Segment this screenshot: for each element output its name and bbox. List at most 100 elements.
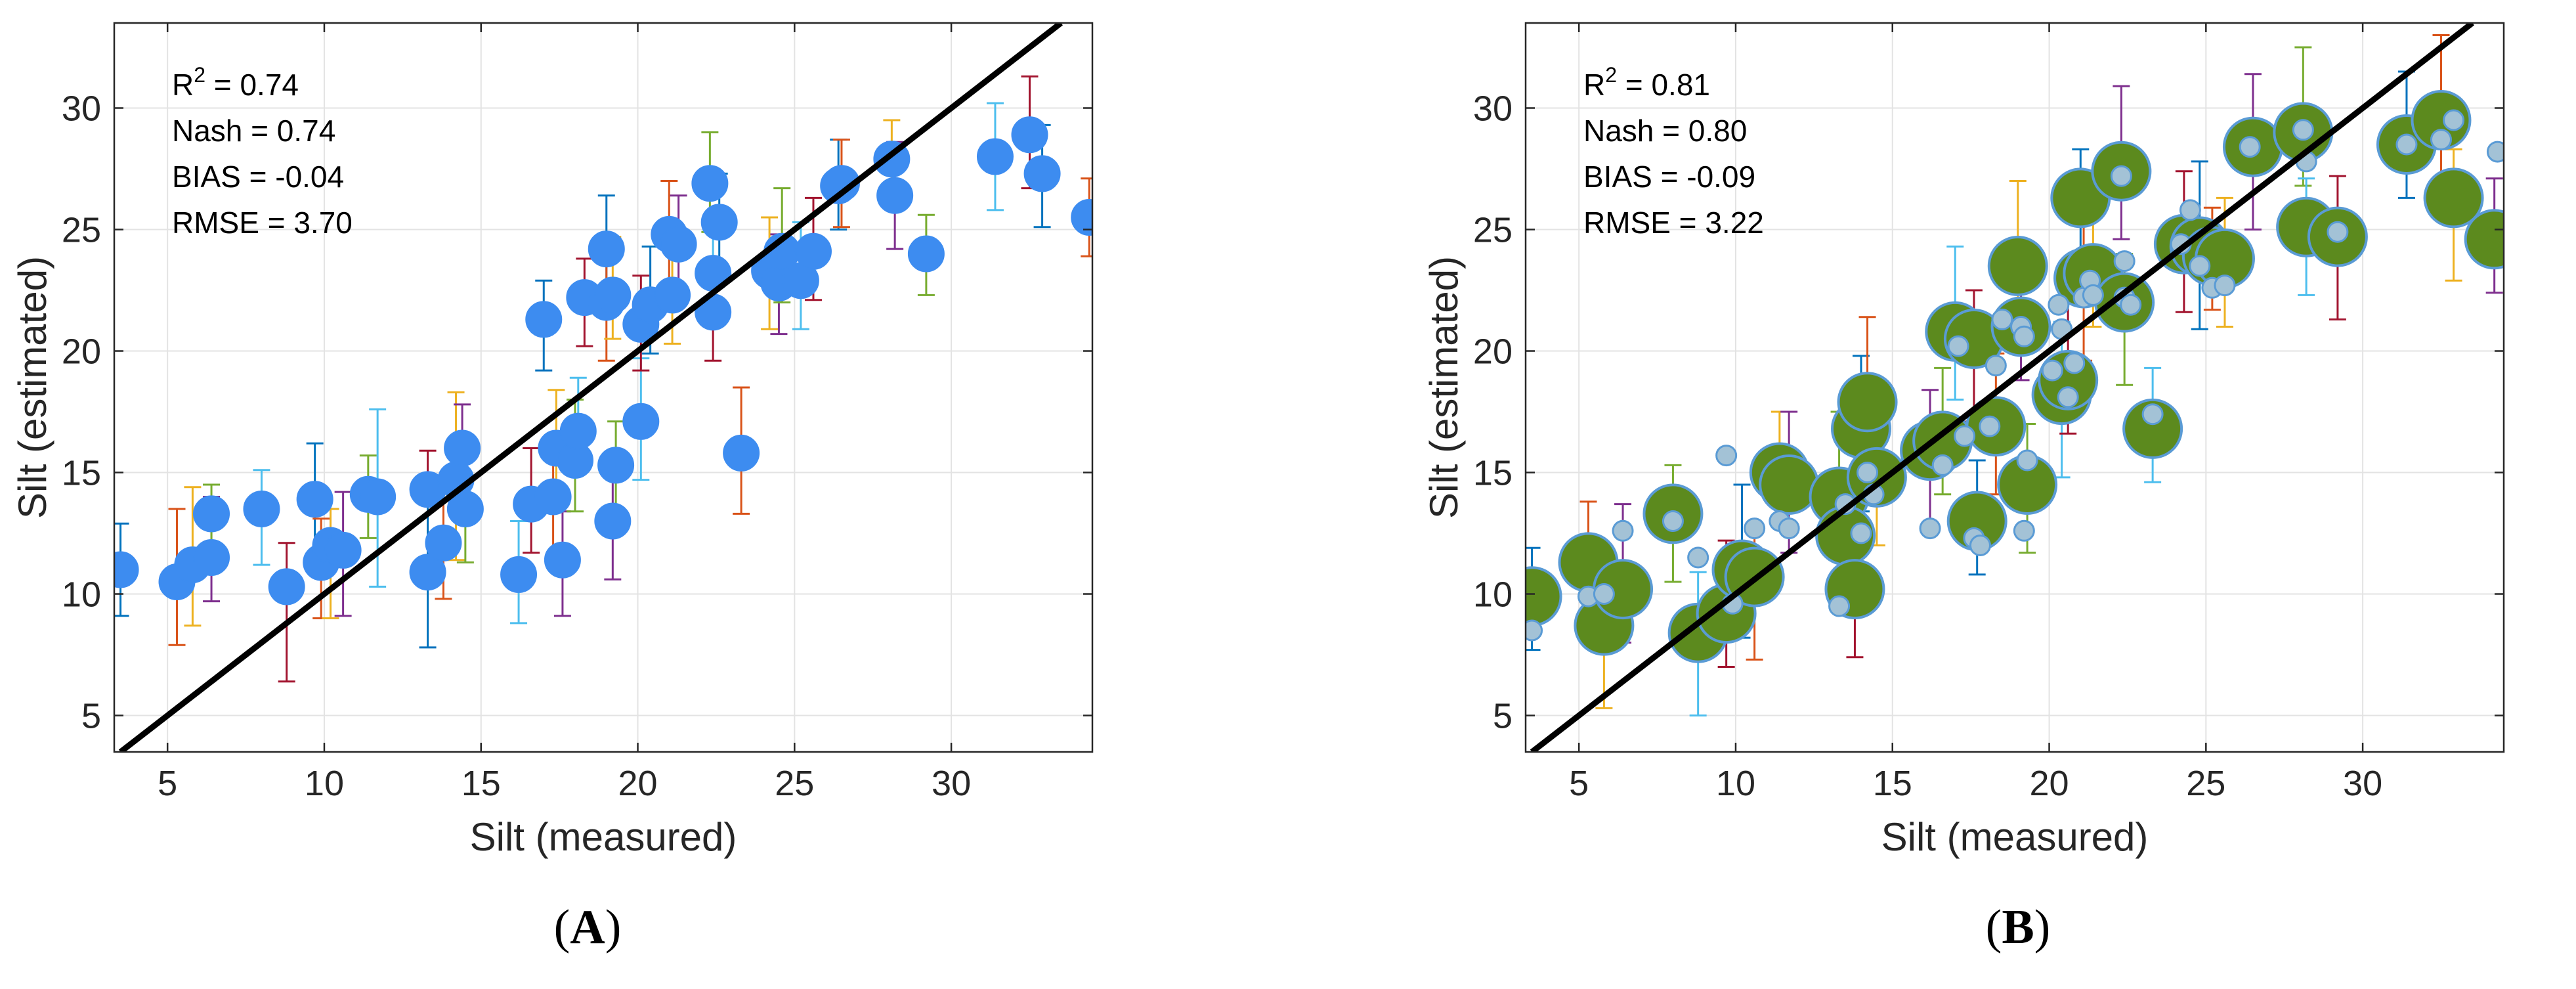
data-point	[691, 165, 729, 202]
data-point-large	[1759, 454, 1820, 515]
data-point-small	[2214, 275, 2236, 297]
data-point	[622, 403, 660, 440]
x-tick-label: 15	[1873, 764, 1912, 803]
data-point-small	[2110, 165, 2132, 187]
data-point-small	[2113, 250, 2136, 273]
stat-label: Nash = 0.74	[172, 114, 335, 148]
one-to-one-line	[118, 23, 1063, 752]
data-point-small	[2013, 519, 2035, 542]
data-point-small	[1969, 535, 1991, 556]
x-tick-label: 30	[2343, 764, 2382, 803]
data-point	[525, 301, 563, 338]
y-tick-label: 30	[62, 89, 101, 129]
data-point	[876, 177, 914, 214]
data-point-small	[1985, 355, 2007, 377]
data-point-small	[1778, 517, 1800, 540]
data-point-small	[1857, 462, 1879, 483]
data-point-small	[2486, 141, 2504, 163]
data-point-small	[1828, 595, 1851, 617]
r-squared-label: R2 = 0.81	[1583, 63, 1710, 102]
data-point-small	[1662, 510, 1684, 532]
data-point	[296, 481, 333, 518]
y-tick-label: 5	[81, 697, 101, 736]
y-tick-label: 15	[1473, 454, 1513, 493]
y-tick-label: 15	[62, 454, 101, 493]
panel-a: 5 10 15 20 25 30 5 10 15 20 25 30 Silt (measured) Sil…	[0, 0, 1155, 883]
r-squared-superscript: 2	[1605, 63, 1617, 87]
data-point	[823, 165, 860, 202]
data-point-small	[1715, 445, 1738, 467]
data-point-small	[2395, 133, 2418, 156]
data-point-small	[2327, 221, 2349, 243]
data-point-small	[2013, 325, 2035, 347]
panel-a-caption: (A)	[553, 900, 622, 954]
data-point-small	[1744, 517, 1766, 540]
r-squared-symbol: R	[172, 68, 194, 102]
data-point	[723, 434, 760, 472]
y-tick-label: 10	[62, 575, 101, 615]
data-point	[1011, 116, 1048, 154]
y-tick-label: 30	[1473, 89, 1513, 129]
data-point-small	[2016, 449, 2038, 472]
data-point-large	[2423, 167, 2484, 229]
data-point-small	[1947, 335, 1969, 357]
r-squared-value: = 0.74	[205, 68, 299, 102]
data-point-large	[1837, 372, 1898, 433]
data-point-small	[2430, 129, 2452, 151]
data-point-small	[2292, 119, 2314, 141]
data-point-small	[1593, 583, 1615, 605]
data-point	[660, 225, 697, 263]
data-point	[794, 232, 832, 270]
x-tick-label: 5	[1569, 764, 1589, 803]
data-point-small	[2239, 136, 2261, 158]
data-point-large	[1987, 236, 2048, 296]
data-point-small	[2057, 386, 2079, 408]
scatter-chart-a: 5 10 15 20 25 30 5 10 15 20 25 30 Silt (measured) Sil…	[11, 22, 1094, 859]
data-point	[359, 478, 397, 516]
y-tick-label: 5	[1493, 697, 1513, 736]
panel-b-label: B	[2002, 900, 2034, 954]
r-squared-symbol: R	[1583, 68, 1605, 102]
panel-b: 5 10 15 20 25 30 5 10 15 20 25 30 Silt (measured) Sil…	[1411, 0, 2567, 883]
x-tick-label: 25	[2186, 764, 2225, 803]
x-tick-label: 5	[158, 764, 177, 803]
data-point	[588, 231, 625, 268]
data-point	[654, 276, 691, 314]
x-axis-label: Silt (measured)	[1881, 815, 2149, 859]
x-tick-label: 10	[305, 764, 344, 803]
data-point-large	[2122, 398, 2183, 459]
data-point-small	[2041, 359, 2063, 382]
r-squared-label: R2 = 0.74	[172, 63, 299, 102]
data-point	[243, 491, 280, 527]
data-point-small	[1850, 522, 1872, 544]
data-point-small	[2063, 352, 2086, 374]
plot-layer	[114, 23, 1092, 752]
stat-label: BIAS = -0.09	[1583, 160, 1755, 194]
data-point	[500, 556, 538, 593]
data-point	[268, 568, 305, 605]
data-point	[534, 478, 572, 516]
data-point	[425, 524, 462, 561]
data-point	[409, 554, 446, 591]
data-point	[544, 541, 581, 579]
one-to-one-line	[1530, 23, 2474, 752]
x-tick-label: 30	[932, 764, 971, 803]
data-point-small	[1687, 546, 1709, 569]
panel-b-caption: (B)	[1985, 900, 2051, 954]
data-point	[700, 204, 738, 241]
y-axis-label: Silt (estimated)	[11, 256, 54, 519]
data-point	[444, 429, 481, 467]
data-point	[597, 447, 635, 484]
data-point	[594, 276, 632, 314]
x-tick-label: 25	[775, 764, 814, 803]
stat-label: BIAS = -0.04	[172, 160, 344, 194]
data-point-small	[1991, 308, 2013, 330]
x-tick-label: 15	[462, 764, 501, 803]
data-point-small	[2179, 199, 2201, 221]
data-point	[324, 531, 362, 569]
data-point-small	[1526, 619, 1543, 642]
axes-box	[1524, 22, 2505, 753]
data-point	[1023, 155, 1061, 192]
data-point-small	[1954, 425, 1976, 447]
x-axis-label: Silt (measured)	[470, 815, 737, 859]
